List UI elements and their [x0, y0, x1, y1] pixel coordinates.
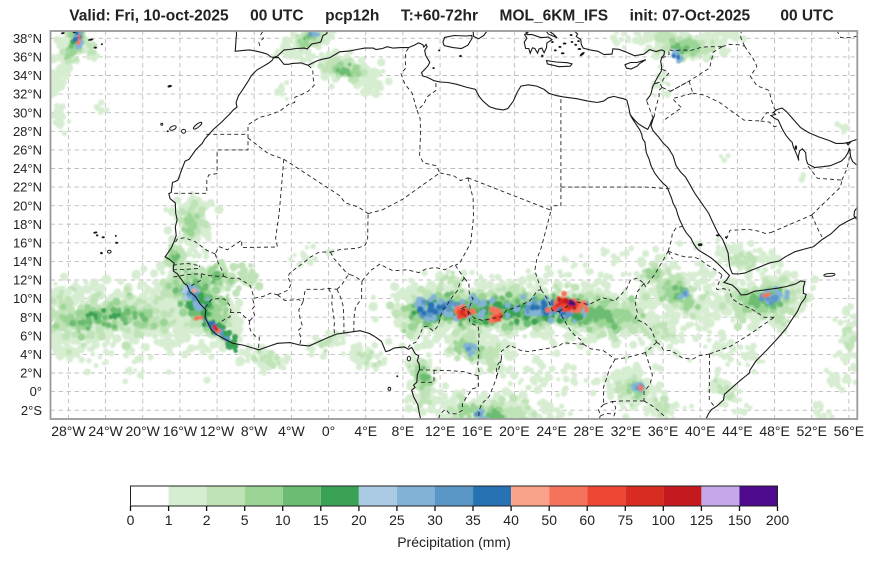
svg-text:Valid: Fri, 10-oct-2025 00: Valid: Fri, 10-oct-2025 00 UTC pcp12h T:… — [69, 8, 833, 25]
